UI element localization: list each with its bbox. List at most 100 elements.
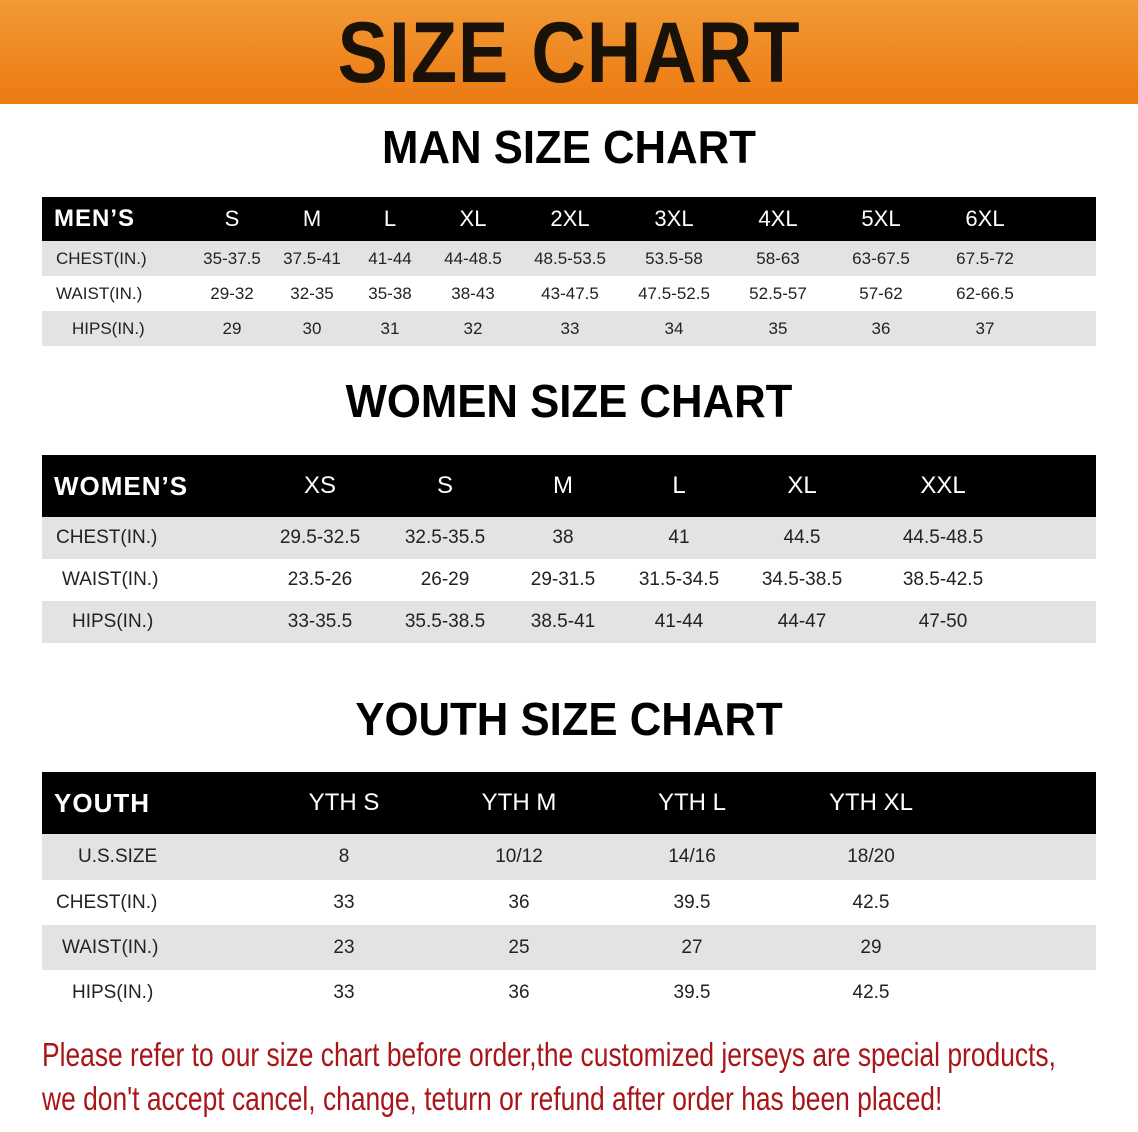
table-cell: 67.5-72 [956,248,1014,268]
table-cell: 35.5-38.5 [404,611,486,632]
table-cell: 44.5 [783,527,821,548]
size-header-cell: S [224,206,240,231]
table-cell: 36 [871,318,891,338]
table-cell: 44-48.5 [444,248,502,268]
size-header-cell: YTH XL [828,789,914,816]
notice-line-1: Please refer to our size chart before or… [42,1036,1056,1073]
table-row: HIPS(IN.) 33 36 39.5 42.5 [42,970,1096,1015]
women-size-table: WOMEN’S XS S M L XL XXL CHEST(IN.) 29.5-32.5 32.5… [42,455,1096,643]
size-header-cell: 6XL [965,206,1005,231]
table-cell: 35-38 [368,283,412,303]
row-label: U.S.SIZE [78,846,158,867]
table-cell: 29-32 [210,283,254,303]
table-cell: 31.5-34.5 [638,569,720,590]
size-header-cell: XL [787,472,817,499]
table-cell: 52.5-57 [749,283,807,303]
table-cell: 38-43 [451,283,495,303]
men-size-table: MEN’S S M L XL 2XL 3XL 4XL 5XL 6XL CHEST(IN.) 35-37… [42,197,1096,346]
table-cell: 39.5 [673,891,711,913]
row-label: CHEST(IN.) [56,891,158,913]
table-cell: 34 [664,318,684,338]
youth-section-title: YOUTH SIZE CHART [355,693,783,745]
table-cell: 44-47 [777,611,827,632]
table-corner-label: YOUTH [54,787,150,818]
table-cell: 63-67.5 [852,248,910,268]
size-header-cell: 4XL [758,206,798,231]
size-header-cell: L [383,206,397,231]
size-header-cell: YTH L [657,789,727,816]
size-header-cell: M [302,206,322,231]
table-cell: 48.5-53.5 [534,248,606,268]
table-row: WAIST(IN.) 23.5-26 26-29 29-31.5 31.5-34.5 34… [42,559,1096,601]
table-cell: 29 [860,936,882,958]
table-cell: 35-37.5 [203,248,261,268]
table-cell: 36 [508,981,530,1003]
table-cell: 53.5-58 [645,248,703,268]
women-section-title: WOMEN SIZE CHART [345,375,793,427]
table-cell: 33-35.5 [287,611,353,632]
table-cell: 33 [560,318,580,338]
table-header-row: YOUTH YTH S YTH M YTH L YTH XL [42,772,1096,834]
table-cell: 18/20 [847,846,895,867]
table-cell: 34.5-38.5 [761,569,843,590]
row-label: HIPS(IN.) [72,318,145,338]
table-cell: 39.5 [673,981,711,1003]
table-cell: 31 [380,318,400,338]
table-cell: 23 [333,936,355,958]
table-corner-label: WOMEN’S [54,470,189,501]
table-corner-label: MEN’S [54,205,136,232]
table-cell: 41-44 [654,611,704,632]
table-row: WAIST(IN.) 23 25 27 29 [42,925,1096,970]
table-cell: 32.5-35.5 [404,527,486,548]
table-cell: 30 [302,318,322,338]
table-cell: 32-35 [290,283,334,303]
table-cell: 27 [681,936,703,958]
table-cell: 35 [768,318,788,338]
table-cell: 36 [508,891,530,913]
table-cell: 42.5 [852,981,890,1003]
table-cell: 41 [668,527,690,548]
table-cell: 44.5-48.5 [902,527,984,548]
table-cell: 38.5-42.5 [902,569,984,590]
table-cell: 41-44 [368,248,412,268]
size-header-cell: XXL [920,472,966,499]
table-row: U.S.SIZE 8 10/12 14/16 18/20 [42,834,1096,880]
row-label: HIPS(IN.) [72,981,154,1003]
youth-size-table: YOUTH YTH S YTH M YTH L YTH XL U.S.SIZE 8 10/12… [42,772,1096,1015]
table-cell: 62-66.5 [956,283,1014,303]
row-label: CHEST(IN.) [56,248,147,268]
table-row: HIPS(IN.) 29 30 31 32 33 34 35 36 37 [42,311,1096,346]
table-row: HIPS(IN.) 33-35.5 35.5-38.5 38.5-41 41-44 44-… [42,601,1096,643]
table-cell: 43-47.5 [541,283,599,303]
table-row: CHEST(IN.) 29.5-32.5 32.5-35.5 38 41 44.5 44.5… [42,517,1096,559]
row-label: HIPS(IN.) [72,611,154,632]
table-cell: 33 [333,891,355,913]
table-cell: 29 [222,318,242,338]
men-section-title: MAN SIZE CHART [382,121,756,173]
table-cell: 33 [333,981,355,1003]
table-cell: 42.5 [852,891,890,913]
table-cell: 38 [552,527,574,548]
table-cell: 47-50 [918,611,968,632]
size-header-cell: S [436,472,454,499]
table-cell: 14/16 [668,846,716,867]
table-cell: 10/12 [495,846,543,867]
table-header-row: MEN’S S M L XL 2XL 3XL 4XL 5XL 6XL [42,197,1096,241]
table-cell: 47.5-52.5 [638,283,710,303]
table-cell: 57-62 [859,283,903,303]
size-header-cell: XL [459,206,487,231]
table-cell: 37 [975,318,995,338]
size-header-cell: YTH M [481,789,557,816]
table-cell: 58-63 [756,248,800,268]
row-label: CHEST(IN.) [56,527,158,548]
size-header-cell: 5XL [861,206,901,231]
size-header-cell: L [672,472,686,499]
size-header-cell: XS [303,472,337,499]
notice-line-2: we don't accept cancel, change, teturn o… [42,1080,943,1117]
page-title: SIZE CHART [337,5,801,101]
title-banner: SIZE CHART [0,0,1138,104]
table-cell: 25 [508,936,530,958]
table-row: CHEST(IN.) 35-37.5 37.5-41 41-44 44-48.5 48.5… [42,241,1096,276]
size-header-cell: 3XL [654,206,694,231]
table-cell: 8 [338,846,350,867]
